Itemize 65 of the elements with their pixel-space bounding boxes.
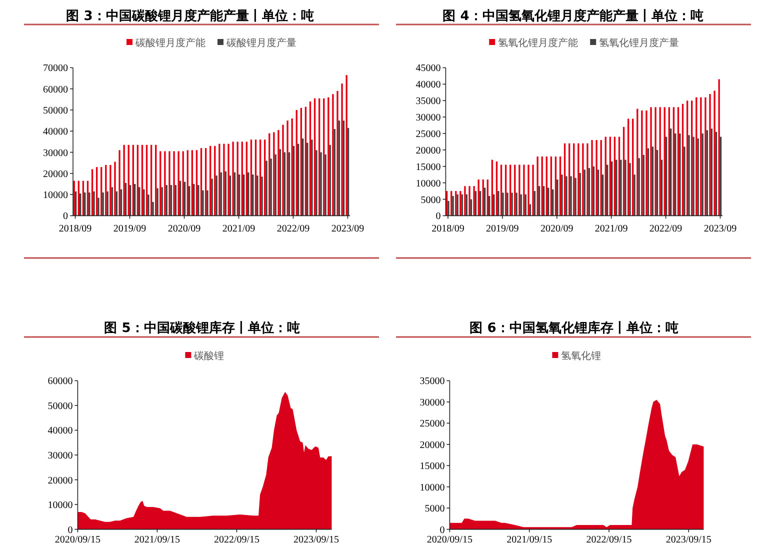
x-tick-label: 2021/09 (594, 224, 628, 235)
chart-title: 图 6：中国氢氧化锂库存丨单位：吨 (470, 320, 678, 336)
x-tick-label: 2021/09 (222, 224, 256, 235)
y-tick-label: 10000 (416, 178, 441, 190)
y-tick-label: 5000 (420, 194, 441, 206)
y-tick-label: 30000 (43, 148, 68, 159)
legend-label: 碳酸锂月度产量 (226, 37, 296, 49)
y-tick-label: 30000 (48, 450, 73, 462)
y-tick-label: 40000 (416, 80, 441, 91)
chart-title: 图 4：中国氢氧化锂月度产能产量丨单位：吨 (442, 8, 704, 24)
y-tick-label: 10000 (420, 482, 445, 494)
y-tick-label: 15000 (420, 461, 445, 472)
y-tick-label: 10000 (48, 500, 73, 512)
x-tick-label: 2019/09 (113, 224, 146, 235)
y-tick-label: 40000 (43, 126, 68, 138)
legend: 氢氧化锂 (552, 351, 602, 362)
y-tick-label: 10000 (43, 190, 68, 202)
y-tick-label: 70000 (43, 63, 68, 74)
x-tick-label: 2020/09/15 (54, 534, 100, 546)
y-tick-label: 25000 (420, 418, 445, 430)
y-tick-label: 30000 (416, 112, 441, 124)
y-tick-label: 50000 (48, 400, 73, 412)
x-tick-label: 2023/09/15 (666, 534, 712, 546)
x-tick-label: 2023/09/15 (293, 534, 340, 546)
legend-label: 氢氧化锂 (561, 350, 602, 362)
y-tick-label: 35000 (420, 376, 445, 388)
y-tick-label: 40000 (48, 426, 73, 437)
y-tick-label: 0 (63, 211, 68, 222)
x-tick-label: 2023/09 (331, 224, 364, 235)
x-tick-label: 2020/09 (168, 224, 201, 235)
x-tick-label: 2018/09 (432, 224, 464, 235)
x-tick-label: 2019/09 (486, 224, 519, 235)
y-tick-label: 60000 (48, 376, 73, 388)
chart-title: 图 5：中国碳酸锂库存丨单位：吨 (104, 320, 300, 336)
legend: 碳酸锂 (185, 351, 224, 362)
y-tick-label: 0 (436, 211, 441, 222)
legend-label: 氢氧化锂月度产能 (498, 37, 578, 49)
x-tick-label: 2022/09 (649, 224, 682, 235)
x-tick-label: 2022/09/15 (586, 534, 632, 546)
y-tick-label: 60000 (43, 84, 68, 96)
chart-title: 图 3：中国碳酸锂月度产能产量丨单位：吨 (66, 8, 314, 24)
y-tick-label: 35000 (416, 96, 441, 108)
y-tick-label: 5000 (424, 504, 445, 515)
y-tick-label: 0 (68, 524, 73, 536)
y-tick-label: 30000 (420, 397, 445, 408)
legend-label: 碳酸锂月度产能 (134, 37, 206, 49)
x-tick-label: 2021/09/15 (134, 534, 180, 546)
x-tick-label: 2020/09 (540, 224, 574, 235)
y-tick-label: 20000 (416, 145, 441, 156)
y-tick-label: 20000 (420, 440, 445, 451)
y-tick-label: 45000 (416, 63, 441, 74)
legend-label: 氢氧化锂月度产量 (599, 37, 680, 49)
legend-label: 碳酸锂 (193, 350, 224, 362)
y-tick-label: 25000 (416, 128, 441, 140)
y-tick-label: 50000 (43, 105, 68, 116)
y-tick-label: 15000 (416, 162, 441, 173)
y-tick-label: 20000 (48, 475, 73, 486)
y-tick-label: 20000 (43, 168, 68, 180)
x-tick-label: 2018/09 (58, 224, 92, 235)
x-tick-label: 2020/09/15 (426, 534, 472, 546)
x-tick-label: 2022/09/15 (214, 534, 260, 546)
x-tick-label: 2023/09 (704, 224, 737, 235)
x-tick-label: 2022/09 (276, 224, 310, 235)
y-tick-label: 0 (440, 524, 445, 536)
x-tick-label: 2021/09/15 (506, 534, 552, 546)
